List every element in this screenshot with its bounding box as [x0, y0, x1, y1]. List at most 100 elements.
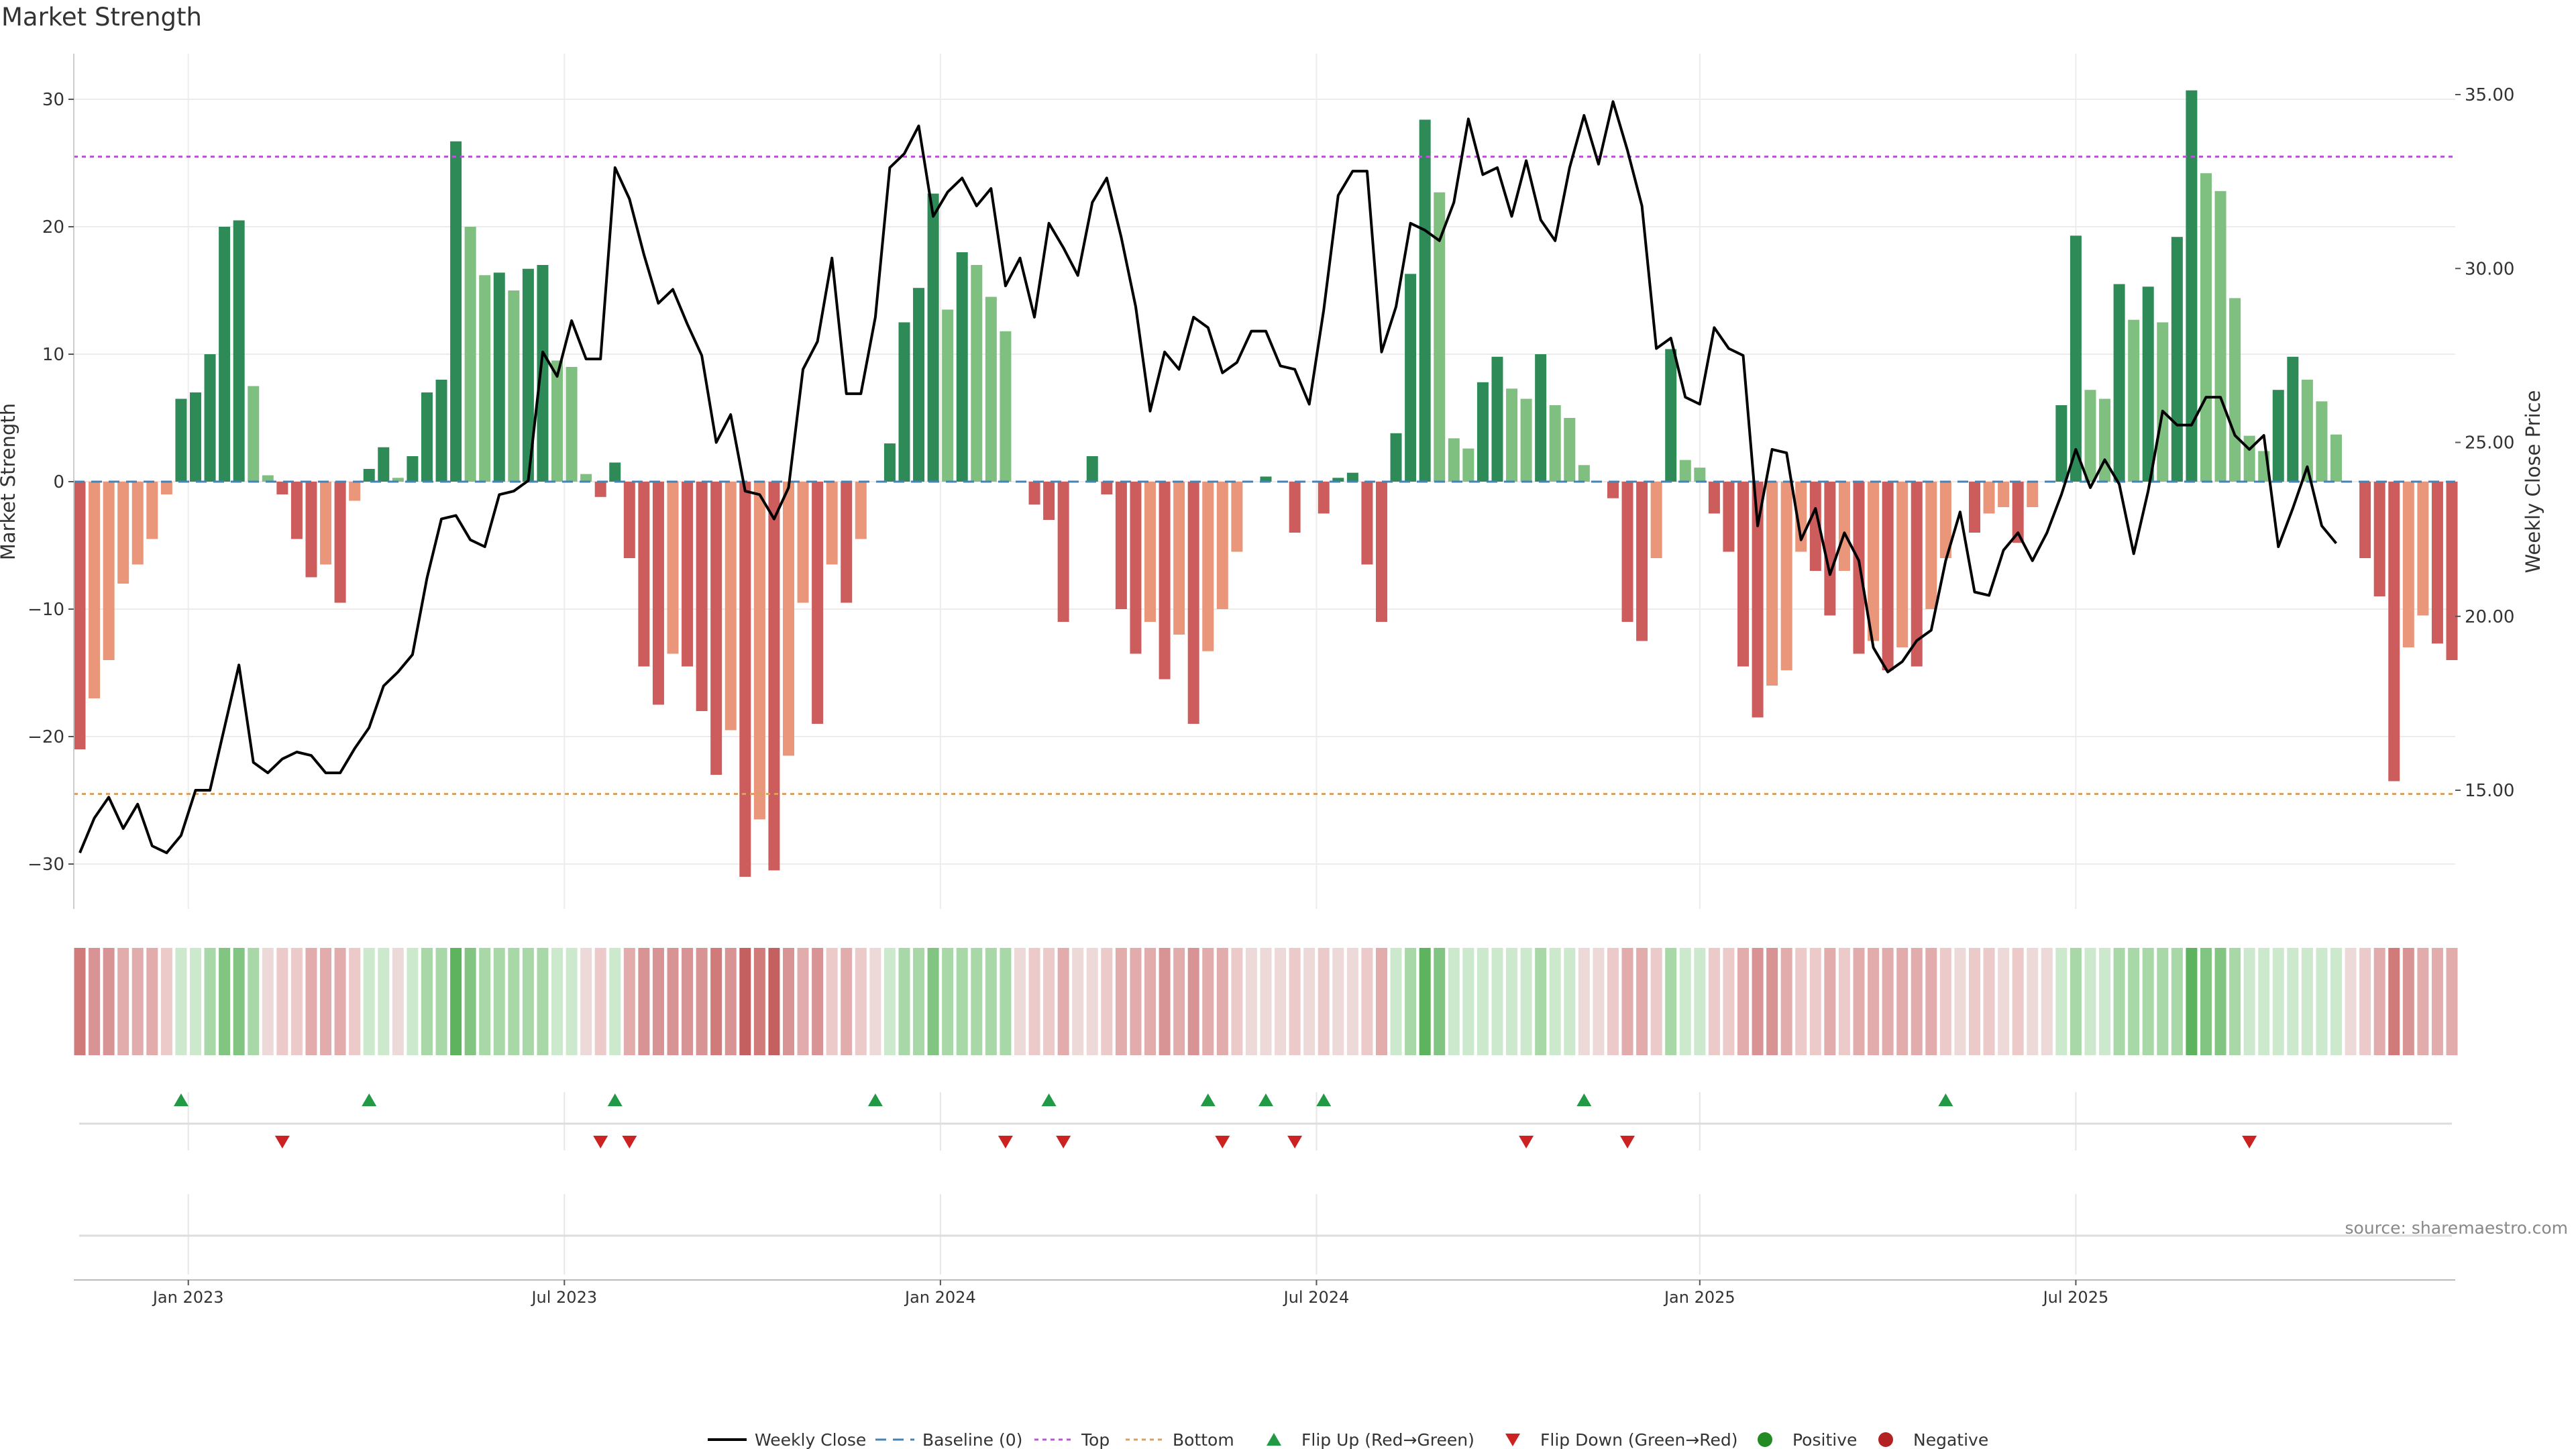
strength-bar: [2272, 390, 2284, 482]
strength-bar: [1896, 482, 1909, 647]
strip-cell: [797, 948, 809, 1055]
strip-cell: [2012, 948, 2024, 1055]
strength-bar: [407, 456, 419, 482]
strip-cell: [1939, 948, 1951, 1055]
strength-bar: [2113, 284, 2125, 482]
flip-markers: [173, 1093, 2257, 1148]
strength-bar: [2229, 298, 2241, 482]
weekly-close-layer: [74, 100, 2455, 855]
strength-bar: [623, 482, 635, 558]
strip-cell: [2402, 948, 2414, 1055]
strip-cell: [2316, 948, 2328, 1055]
flip-up-marker: [867, 1093, 883, 1106]
strip-cell: [1260, 948, 1272, 1055]
strength-bar: [537, 265, 549, 482]
strip-cell: [2041, 948, 2053, 1055]
strip-cell: [1780, 948, 1792, 1055]
strip-cell: [812, 948, 824, 1055]
strip-cell: [305, 948, 317, 1055]
strip-cell: [1072, 948, 1084, 1055]
strip-cell: [667, 948, 679, 1055]
strip-cell: [2200, 948, 2212, 1055]
strength-bar: [1737, 482, 1750, 667]
strength-heat-strip: [74, 948, 2458, 1055]
strip-cell: [1159, 948, 1171, 1055]
strip-cell: [2171, 948, 2183, 1055]
strength-bar: [522, 268, 534, 482]
strength-bar: [1159, 482, 1171, 680]
strength-bar: [2243, 435, 2255, 482]
strip-cell: [1593, 948, 1605, 1055]
strip-cell: [1144, 948, 1157, 1055]
strength-bar: [262, 475, 274, 482]
strength-bar: [1983, 482, 1995, 514]
strip-cell: [2128, 948, 2140, 1055]
strength-bar: [1434, 192, 1446, 482]
strip-cell: [1535, 948, 1547, 1055]
strip-cell: [334, 948, 346, 1055]
strength-bar: [667, 482, 679, 654]
y2-tick-label: 30.00: [2465, 259, 2514, 279]
strength-bar: [117, 482, 129, 584]
strip-cell: [349, 948, 361, 1055]
strength-bar: [464, 227, 476, 482]
legend-label: Flip Up (Red→Green): [1301, 1430, 1474, 1449]
strength-bar: [89, 482, 101, 698]
strength-bar: [1173, 482, 1185, 635]
strip-cell: [1289, 948, 1301, 1055]
flip-up-marker: [1938, 1093, 1953, 1106]
strength-bar: [1216, 482, 1228, 609]
strength-bar: [349, 482, 361, 501]
strip-cell: [927, 948, 939, 1055]
strip-cell: [1998, 948, 2010, 1055]
strip-cell: [522, 948, 534, 1055]
strip-cell: [942, 948, 954, 1055]
x-tick-label: Jan 2025: [1663, 1288, 1735, 1307]
strength-bar: [566, 367, 578, 482]
strip-cell: [1679, 948, 1691, 1055]
strip-cell: [898, 948, 910, 1055]
strip-cell: [219, 948, 231, 1055]
strength-bar: [1187, 482, 1199, 724]
strength-bar: [1043, 482, 1055, 520]
strength-bar: [1824, 482, 1836, 616]
strip-cell: [1838, 948, 1850, 1055]
strip-cell: [869, 948, 881, 1055]
strength-bar: [2330, 434, 2343, 482]
strip-cell: [1853, 948, 1865, 1055]
strength-bar: [1405, 274, 1417, 482]
flip-up-marker: [607, 1093, 623, 1106]
flip-down-marker: [1056, 1136, 1071, 1148]
strength-bar: [2214, 191, 2226, 482]
y-tick-label: 10: [42, 345, 64, 365]
strength-bar: [797, 482, 809, 603]
flip-down-marker: [1287, 1136, 1303, 1148]
source-note: source: sharemaestro.com: [2345, 1218, 2569, 1238]
strip-cell: [1925, 948, 1937, 1055]
strength-bar: [2301, 380, 2313, 482]
strength-bar: [594, 482, 606, 497]
strip-cell: [1520, 948, 1532, 1055]
strength-bar: [609, 462, 621, 482]
strength-bar: [768, 482, 780, 871]
strip-cell: [421, 948, 433, 1055]
strip-cell: [1564, 948, 1576, 1055]
strip-cell: [2084, 948, 2096, 1055]
flip-down-marker: [998, 1136, 1013, 1148]
strength-bar: [1332, 478, 1344, 482]
strength-bar: [175, 398, 187, 482]
strength-bar: [1144, 482, 1157, 622]
strip-cell: [1694, 948, 1706, 1055]
strength-bar: [956, 252, 968, 482]
strip-cell: [1101, 948, 1113, 1055]
strip-cell: [696, 948, 708, 1055]
strip-cell: [1650, 948, 1662, 1055]
strip-cell: [1434, 948, 1446, 1055]
y-tick-label: −10: [28, 600, 64, 620]
strength-bar: [2316, 401, 2328, 482]
strip-cell: [956, 948, 968, 1055]
strip-cell: [1491, 948, 1503, 1055]
strength-bar: [985, 297, 997, 482]
strip-cell: [1187, 948, 1199, 1055]
strip-cell: [2070, 948, 2082, 1055]
